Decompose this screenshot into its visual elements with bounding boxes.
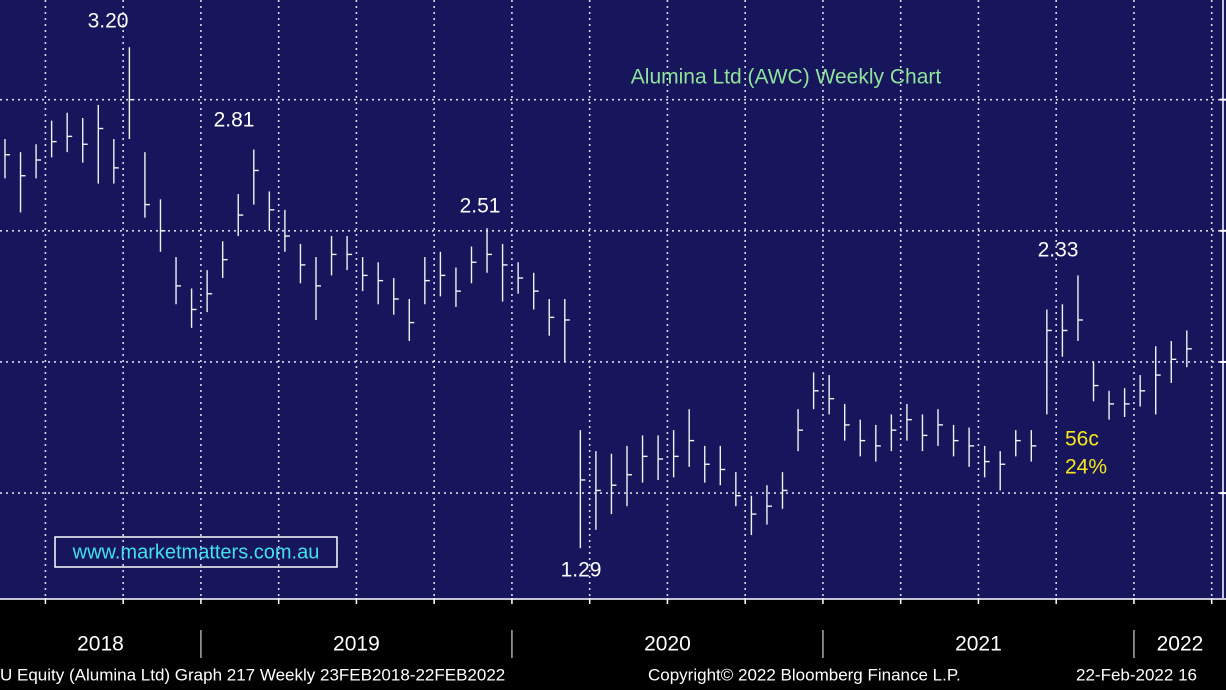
annotation: 3.20 (88, 10, 129, 33)
x-tick-label: 2018 (77, 633, 124, 656)
website: www.marketmatters.com.au (72, 541, 320, 563)
grid (0, 0, 1226, 604)
footer-date: 22-Feb-2022 16 (1076, 665, 1197, 684)
footer-left: U Equity (Alumina Ltd) Graph 217 Weekly … (0, 665, 505, 684)
x-tick-label: 2019 (333, 633, 380, 656)
axis-band (0, 600, 1226, 690)
annotation: 2.81 (214, 109, 255, 132)
x-tick-label: 2022 (1157, 633, 1204, 656)
annotation: 2.33 (1038, 239, 1079, 262)
annotation: 1.29 (561, 559, 602, 582)
website-box (54, 536, 338, 568)
annotation: 24% (1065, 456, 1107, 479)
footer-copyright: Copyright© 2022 Bloomberg Finance L.P. (648, 665, 961, 684)
annotation: 2.51 (460, 195, 501, 218)
plot-background (0, 0, 1226, 600)
x-tick-label: 2021 (955, 633, 1002, 656)
chart-title: Alumina Ltd (AWC) Weekly Chart (631, 66, 942, 89)
x-tick-label: 2020 (644, 633, 691, 656)
bars (4, 47, 1192, 549)
annotation: 56c (1065, 428, 1099, 451)
